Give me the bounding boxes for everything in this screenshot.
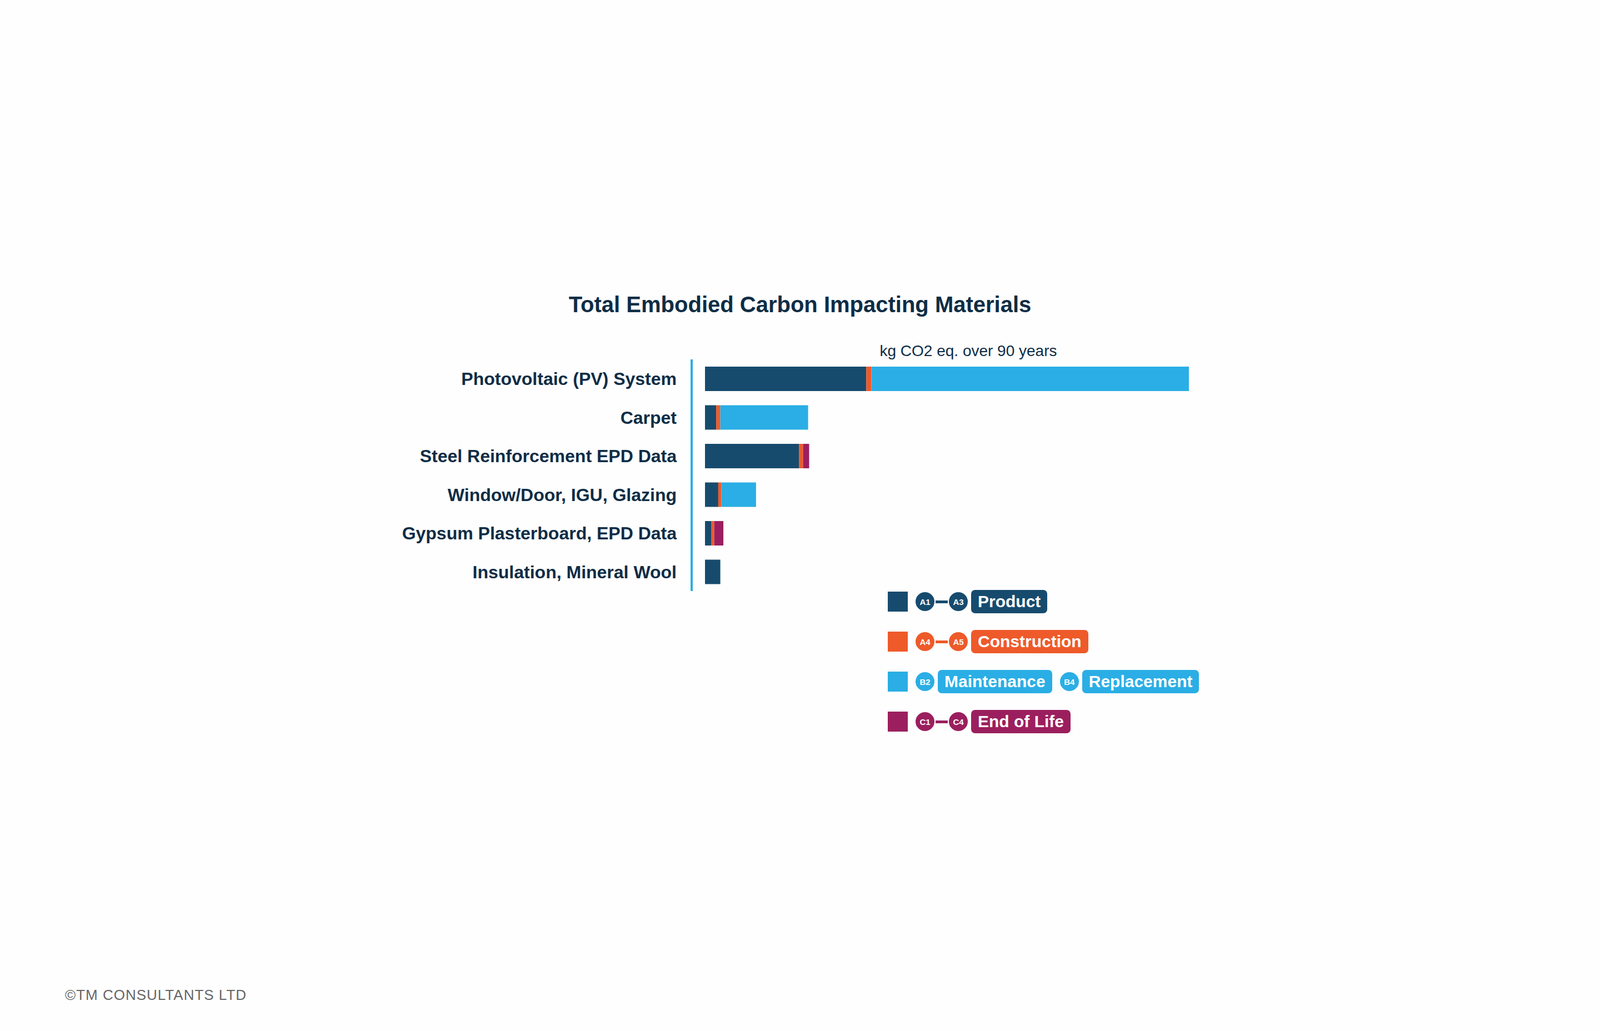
html-text:Construction: Construction (977, 632, 1082, 651)
html-text:Total Embodied Carbon Impactin: Total Embodied Carbon Impacting Material… (568, 292, 1032, 317)
html-text:End of Life: End of Life (977, 712, 1064, 731)
html-text:A4: A4 (919, 636, 931, 647)
html-text:C1: C1 (919, 716, 931, 727)
svg-text:Photovoltaic (PV) System: Photovoltaic (PV) System (461, 368, 677, 389)
html-text:C4: C4 (953, 716, 964, 727)
html-text:B2: B2 (919, 676, 931, 687)
html-text:kg CO2 eq. over 90 years: kg CO2 eq. over 90 years (879, 342, 1057, 360)
svg-text:Window/Door, IGU, Glazing: Window/Door, IGU, Glazing (447, 485, 677, 505)
svg-text:Insulation, Mineral Wool: Insulation, Mineral Wool (472, 562, 677, 583)
html-text:©TM CONSULTANTS LTD: ©TM CONSULTANTS LTD (65, 986, 247, 1004)
svg-text:Steel Reinforcement EPD Data: Steel Reinforcement EPD Data (420, 446, 678, 467)
html-text:Replacement: Replacement (1088, 672, 1193, 691)
html-text:A1: A1 (919, 596, 931, 607)
html-text:Product: Product (977, 592, 1041, 611)
svg-text:Gypsum Plasterboard, EPD Data: Gypsum Plasterboard, EPD Data (402, 523, 678, 544)
html-text:A3: A3 (953, 596, 964, 607)
html-text:B4: B4 (1063, 676, 1075, 687)
html-text:Maintenance: Maintenance (944, 672, 1046, 691)
html-text:A5: A5 (953, 636, 964, 647)
svg-text:Carpet: Carpet (620, 407, 678, 428)
